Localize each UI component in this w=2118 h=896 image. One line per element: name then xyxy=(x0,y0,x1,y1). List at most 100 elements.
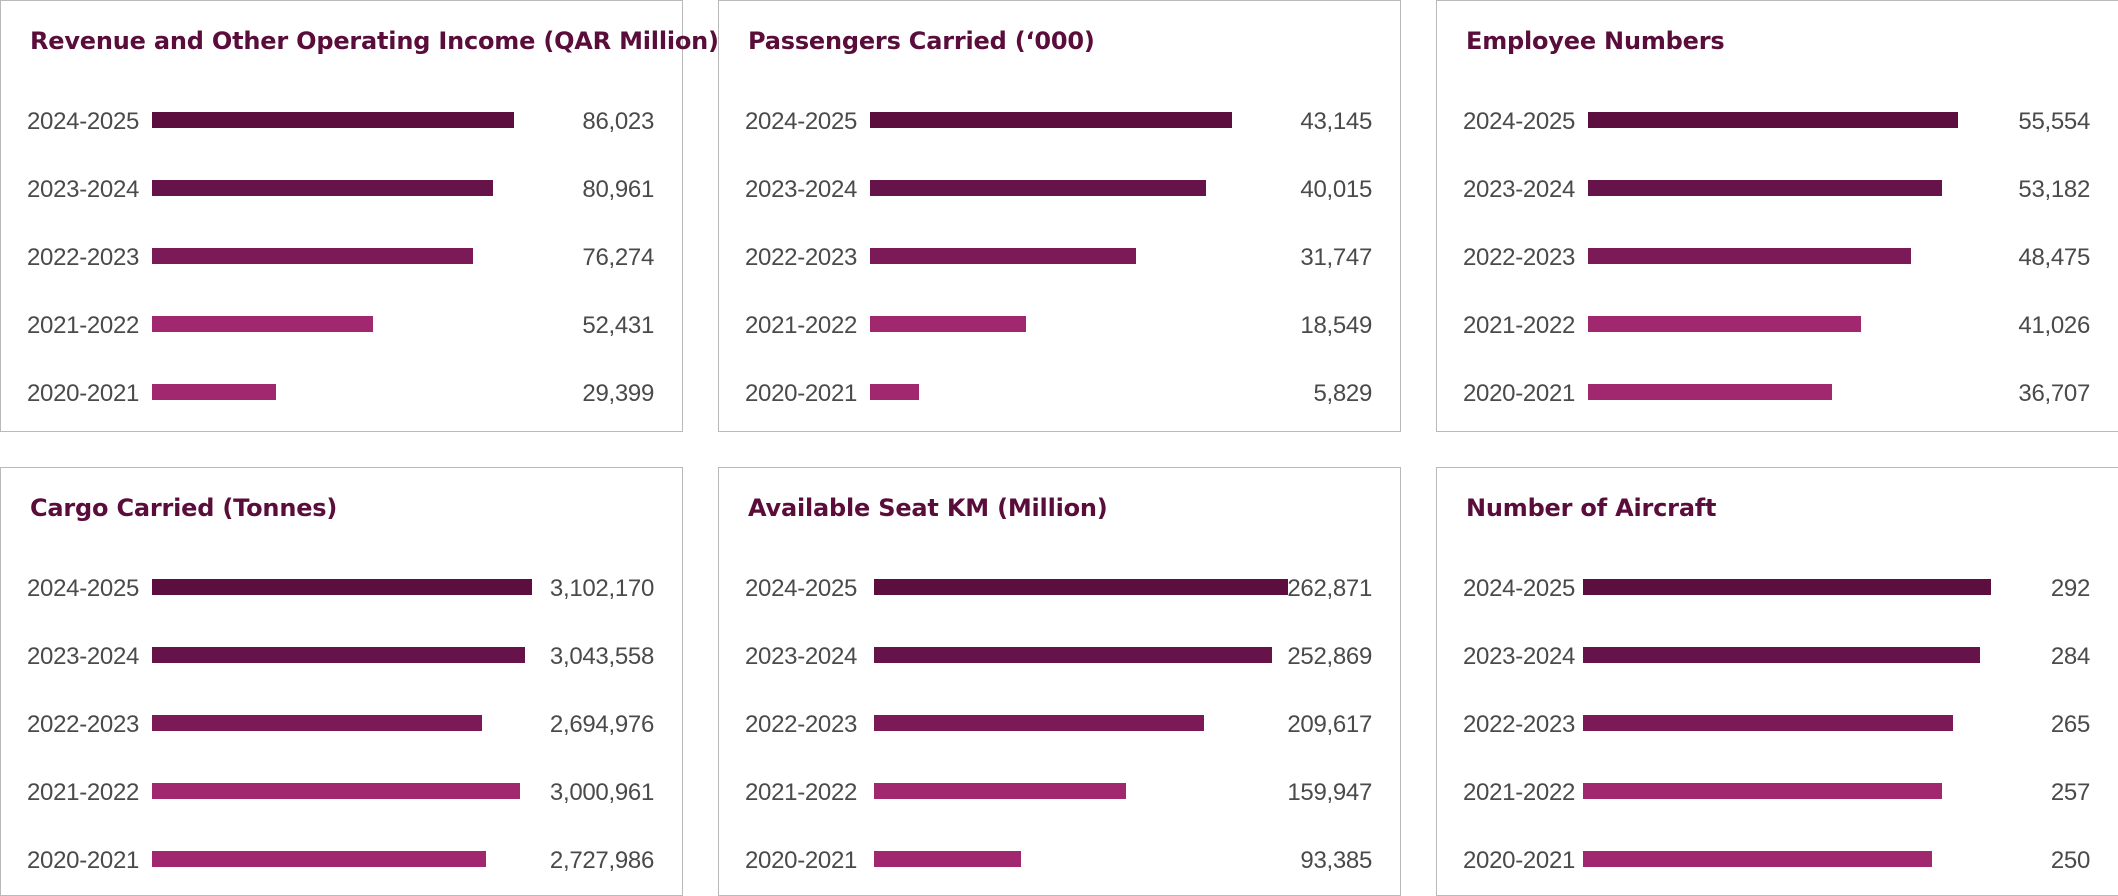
bar xyxy=(1588,112,1958,128)
bar xyxy=(1588,316,1861,332)
chart-title: Number of Aircraft xyxy=(1466,494,1717,522)
value-label: 265 xyxy=(2050,711,2090,738)
bar-row: 2024-2025 55,554 xyxy=(1437,100,2118,140)
value-label: 48,475 xyxy=(2018,244,2090,271)
category-label: 2022-2023 xyxy=(27,244,140,271)
bar-row: 2024-2025 43,145 xyxy=(719,100,1400,140)
category-label: 2022-2023 xyxy=(1463,244,1576,271)
chart-panel: Cargo Carried (Tonnes) 2024-2025 3,102,170… xyxy=(0,467,683,896)
category-label: 2023-2024 xyxy=(27,643,140,670)
bar-row: 2020-2021 2,727,986 xyxy=(1,839,682,879)
bar xyxy=(870,316,1026,332)
bar xyxy=(874,851,1021,867)
value-label: 292 xyxy=(2050,575,2090,602)
category-label: 2024-2025 xyxy=(27,575,140,602)
category-label: 2020-2021 xyxy=(27,847,140,874)
value-label: 76,274 xyxy=(582,244,654,271)
value-label: 2,694,976 xyxy=(549,711,654,738)
bar xyxy=(152,384,276,400)
chart-title: Revenue and Other Operating Income (QAR … xyxy=(30,27,719,55)
category-label: 2024-2025 xyxy=(745,575,858,602)
category-label: 2024-2025 xyxy=(27,108,140,135)
category-label: 2022-2023 xyxy=(745,711,858,738)
bar xyxy=(152,647,525,663)
bar-row: 2024-2025 3,102,170 xyxy=(1,567,682,607)
bar-row: 2020-2021 29,399 xyxy=(1,372,682,412)
category-label: 2023-2024 xyxy=(27,176,140,203)
chart-title: Passengers Carried (‘000) xyxy=(748,27,1095,55)
chart-title: Available Seat KM (Million) xyxy=(748,494,1108,522)
category-label: 2021-2022 xyxy=(27,779,140,806)
value-label: 18,549 xyxy=(1300,312,1372,339)
bar xyxy=(870,180,1206,196)
bar-row: 2020-2021 36,707 xyxy=(1437,372,2118,412)
value-label: 257 xyxy=(2050,779,2090,806)
bar-row: 2024-2025 292 xyxy=(1437,567,2118,607)
category-label: 2023-2024 xyxy=(1463,176,1576,203)
bar xyxy=(870,112,1232,128)
bar-row: 2024-2025 86,023 xyxy=(1,100,682,140)
value-label: 43,145 xyxy=(1300,108,1372,135)
category-label: 2020-2021 xyxy=(1463,380,1576,407)
bar xyxy=(1583,579,1991,595)
category-label: 2020-2021 xyxy=(745,847,858,874)
bar-row: 2021-2022 52,431 xyxy=(1,304,682,344)
chart-panel: Revenue and Other Operating Income (QAR … xyxy=(0,0,719,432)
bar-row: 2023-2024 284 xyxy=(1437,635,2118,675)
value-label: 3,102,170 xyxy=(549,575,654,602)
bar xyxy=(152,715,482,731)
bar-row: 2022-2023 209,617 xyxy=(719,703,1400,743)
category-label: 2022-2023 xyxy=(1463,711,1576,738)
value-label: 41,026 xyxy=(2018,312,2090,339)
bar xyxy=(1583,647,1980,663)
bar xyxy=(874,579,1288,595)
category-label: 2021-2022 xyxy=(1463,312,1576,339)
bar xyxy=(152,112,514,128)
bar xyxy=(1583,851,1932,867)
value-label: 209,617 xyxy=(1287,711,1372,738)
bar-row: 2022-2023 76,274 xyxy=(1,236,682,276)
bar xyxy=(152,783,520,799)
bar-row: 2023-2024 40,015 xyxy=(719,168,1400,208)
value-label: 3,000,961 xyxy=(549,779,654,806)
category-label: 2024-2025 xyxy=(1463,108,1576,135)
value-label: 40,015 xyxy=(1300,176,1372,203)
bar xyxy=(870,248,1136,264)
chart-panel: Number of Aircraft 2024-2025 292 2023-2024 2… xyxy=(1436,467,2118,896)
bar-row: 2022-2023 31,747 xyxy=(719,236,1400,276)
bar xyxy=(152,851,486,867)
bar-row: 2021-2022 159,947 xyxy=(719,771,1400,811)
category-label: 2021-2022 xyxy=(27,312,140,339)
value-label: 252,869 xyxy=(1287,643,1372,670)
value-label: 159,947 xyxy=(1287,779,1372,806)
category-label: 2020-2021 xyxy=(1463,847,1576,874)
bar-row: 2021-2022 41,026 xyxy=(1437,304,2118,344)
bar-row: 2021-2022 18,549 xyxy=(719,304,1400,344)
category-label: 2021-2022 xyxy=(745,779,858,806)
bar xyxy=(1588,384,1832,400)
bar xyxy=(874,715,1204,731)
bar xyxy=(152,248,473,264)
category-label: 2021-2022 xyxy=(745,312,858,339)
category-label: 2021-2022 xyxy=(1463,779,1576,806)
value-label: 86,023 xyxy=(582,108,654,135)
chart-panel: Employee Numbers 2024-2025 55,554 2023-2024… xyxy=(1436,0,2118,432)
category-label: 2022-2023 xyxy=(745,244,858,271)
bar xyxy=(1583,783,1942,799)
bar xyxy=(152,316,373,332)
value-label: 52,431 xyxy=(582,312,654,339)
bar-row: 2021-2022 257 xyxy=(1437,771,2118,811)
value-label: 53,182 xyxy=(2018,176,2090,203)
bar xyxy=(870,384,919,400)
category-label: 2023-2024 xyxy=(745,176,858,203)
bar xyxy=(1583,715,1953,731)
bar xyxy=(152,180,493,196)
value-label: 5,829 xyxy=(1313,380,1372,407)
bar-row: 2024-2025 262,871 xyxy=(719,567,1400,607)
bar xyxy=(1588,248,1911,264)
chart-panel: Passengers Carried (‘000) 2024-2025 43,145… xyxy=(718,0,1401,432)
bar-row: 2022-2023 265 xyxy=(1437,703,2118,743)
value-label: 284 xyxy=(2050,643,2090,670)
category-label: 2023-2024 xyxy=(745,643,858,670)
